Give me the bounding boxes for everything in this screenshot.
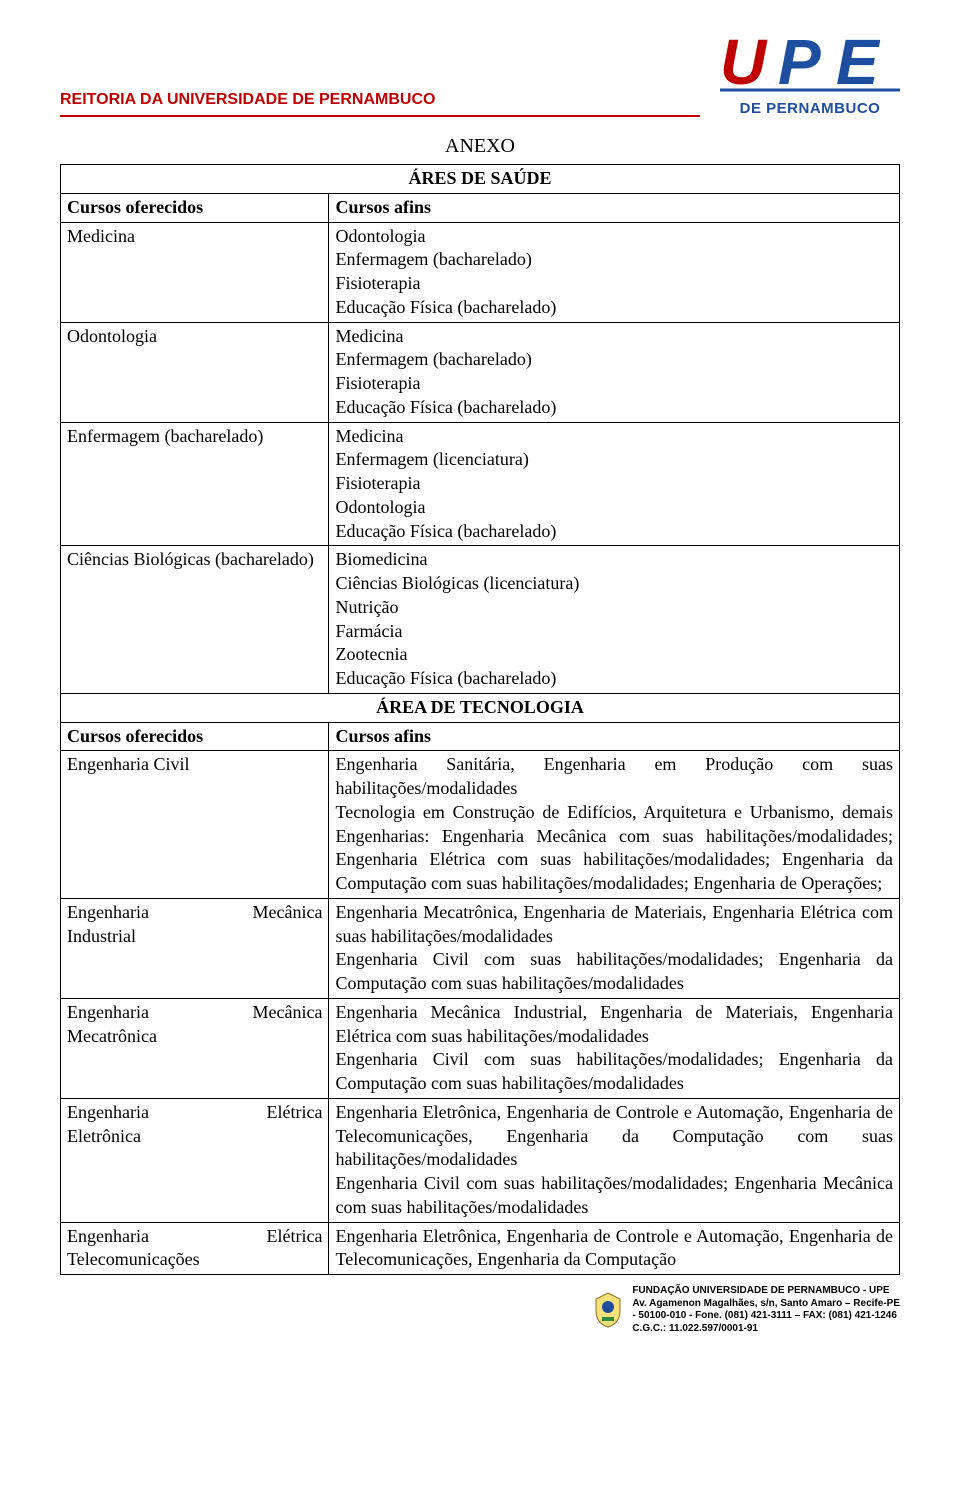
offered-cell: Engenharia Elétrica Telecomunicações <box>61 1222 329 1275</box>
offered-cell: Engenharia Civil <box>61 751 329 899</box>
offered-cell: Medicina <box>61 222 329 322</box>
col-header-afins: Cursos afins <box>329 722 900 751</box>
section-header-saude: ÁRES DE SAÚDE <box>61 165 900 194</box>
offered-line: Industrial <box>67 925 322 949</box>
upe-logo: U P E DE PERNAMBUCO <box>720 28 900 117</box>
header-left: REITORIA DA UNIVERSIDADE DE PERNAMBUCO <box>60 91 700 117</box>
svg-text:U: U <box>720 28 768 98</box>
col-header-afins: Cursos afins <box>329 193 900 222</box>
offered-line: Eletrônica <box>67 1125 322 1149</box>
page-footer: FUNDAÇÃO UNIVERSIDADE DE PERNAMBUCO - UP… <box>60 1285 900 1335</box>
table-row: Engenharia Elétrica Telecomunicações Eng… <box>61 1222 900 1275</box>
offered-cell: Odontologia <box>61 322 329 422</box>
svg-text:E: E <box>836 28 881 98</box>
afins-cell: Engenharia Mecatrônica, Engenharia de Ma… <box>329 898 900 998</box>
col-header-offered: Cursos oferecidos <box>61 193 329 222</box>
afins-cell: OdontologiaEnfermagem (bacharelado)Fisio… <box>329 222 900 322</box>
offered-line: Elétrica <box>267 1102 323 1122</box>
offered-line: Engenharia <box>67 1002 149 1022</box>
logo-caption: DE PERNAMBUCO <box>740 100 881 117</box>
table-row: Engenharia Elétrica Eletrônica Engenhari… <box>61 1098 900 1222</box>
offered-cell: Enfermagem (bacharelado) <box>61 422 329 546</box>
table-row: Ciências Biológicas (bacharelado) Biomed… <box>61 546 900 694</box>
footer-line: Av. Agamenon Magalhães, s/n, Santo Amaro… <box>632 1298 900 1311</box>
offered-line: Engenharia <box>67 902 149 922</box>
offered-cell: Engenharia Elétrica Eletrônica <box>61 1098 329 1222</box>
col-header-offered: Cursos oferecidos <box>61 722 329 751</box>
footer-text: FUNDAÇÃO UNIVERSIDADE DE PERNAMBUCO - UP… <box>632 1285 900 1335</box>
table-row: Enfermagem (bacharelado) MedicinaEnferma… <box>61 422 900 546</box>
header-title: REITORIA DA UNIVERSIDADE DE PERNAMBUCO <box>60 91 700 113</box>
offered-line: Engenharia <box>67 1226 149 1246</box>
page-header: REITORIA DA UNIVERSIDADE DE PERNAMBUCO U… <box>60 28 900 117</box>
header-rule <box>60 115 700 117</box>
offered-line: Elétrica <box>267 1226 323 1246</box>
table-row: Odontologia MedicinaEnfermagem (bacharel… <box>61 322 900 422</box>
table-row: Engenharia Mecânica Industrial Engenhari… <box>61 898 900 998</box>
afins-cell: Engenharia Eletrônica, Engenharia de Con… <box>329 1098 900 1222</box>
table-row: Medicina OdontologiaEnfermagem (bacharel… <box>61 222 900 322</box>
footer-line: C.G.C.: 11.022.597/0001-91 <box>632 1323 900 1336</box>
afins-cell: MedicinaEnfermagem (bacharelado)Fisioter… <box>329 322 900 422</box>
offered-cell: Engenharia Mecânica Industrial <box>61 898 329 998</box>
offered-line: Mecânica <box>253 1002 323 1022</box>
table-row: Engenharia Mecânica Mecatrônica Engenhar… <box>61 998 900 1098</box>
courses-table: ÁRES DE SAÚDE Cursos oferecidos Cursos a… <box>60 164 900 1275</box>
afins-cell: BiomedicinaCiências Biológicas (licencia… <box>329 546 900 694</box>
footer-line: FUNDAÇÃO UNIVERSIDADE DE PERNAMBUCO - UP… <box>632 1285 900 1298</box>
footer-line: - 50100-010 - Fone. (081) 421-3111 – FAX… <box>632 1310 900 1323</box>
offered-line: Mecânica <box>253 902 323 922</box>
upe-logo-icon: U P E <box>720 28 900 98</box>
offered-cell: Ciências Biológicas (bacharelado) <box>61 546 329 694</box>
offered-cell: Engenharia Mecânica Mecatrônica <box>61 998 329 1098</box>
anexo-heading: ANEXO <box>60 135 900 158</box>
offered-line: Mecatrônica <box>67 1025 322 1049</box>
section-header-tecnologia: ÁREA DE TECNOLOGIA <box>61 693 900 722</box>
offered-line: Telecomunicações <box>67 1248 322 1272</box>
afins-cell: Engenharia Eletrônica, Engenharia de Con… <box>329 1222 900 1275</box>
seal-icon <box>592 1291 624 1329</box>
afins-cell: MedicinaEnfermagem (licenciatura)Fisiote… <box>329 422 900 546</box>
afins-cell: Engenharia Sanitária, Engenharia em Prod… <box>329 751 900 899</box>
afins-cell: Engenharia Mecânica Industrial, Engenhar… <box>329 998 900 1098</box>
svg-text:P: P <box>778 28 821 98</box>
offered-line: Engenharia <box>67 1102 149 1122</box>
table-row: Engenharia Civil Engenharia Sanitária, E… <box>61 751 900 899</box>
